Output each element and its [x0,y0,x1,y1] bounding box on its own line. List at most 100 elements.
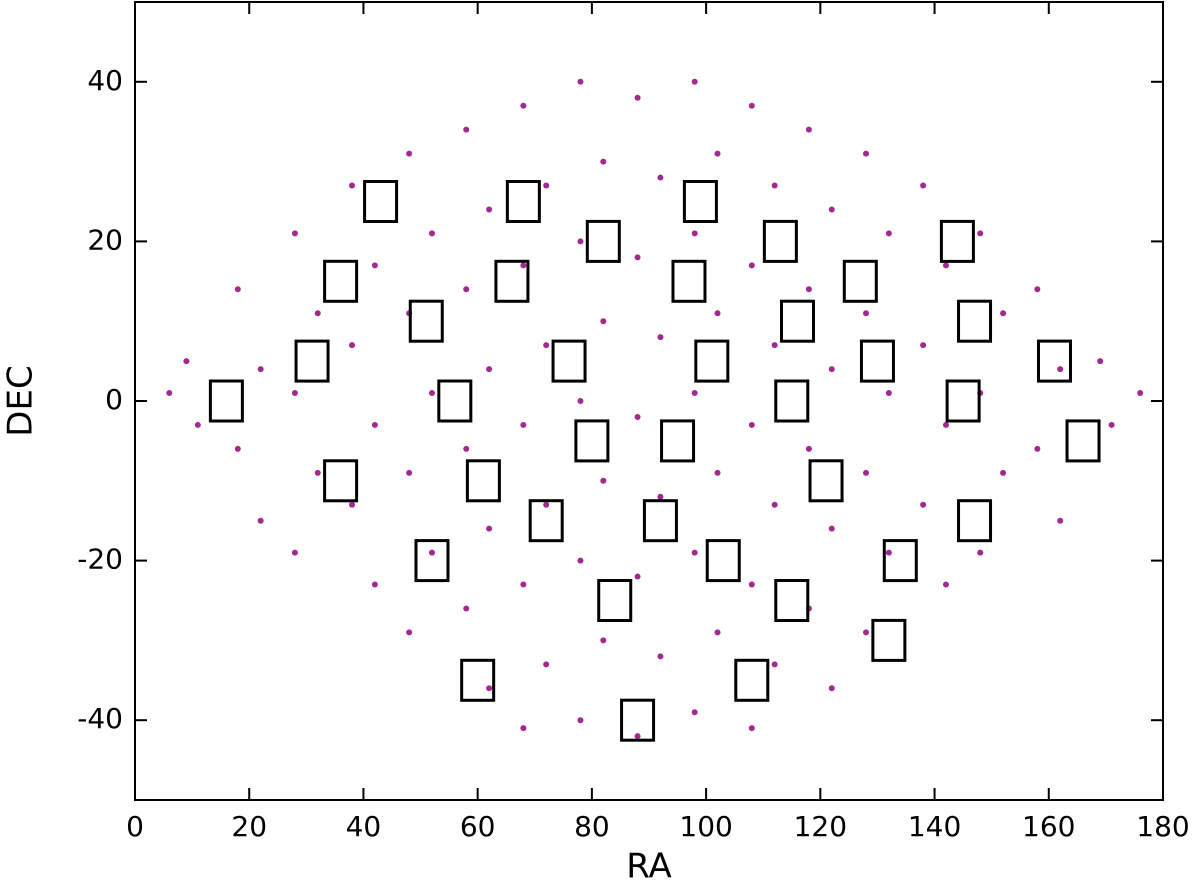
point [748,262,755,269]
point [543,501,550,508]
point [349,501,356,508]
x-tick-label: 0 [126,810,144,843]
field-box [1065,419,1101,463]
point [657,334,664,341]
point [463,445,470,452]
field-box [460,658,496,702]
point [634,573,641,580]
point [349,182,356,189]
point [406,150,413,157]
field-box [597,579,633,622]
field-box [939,219,975,263]
point [920,342,927,349]
field-box [574,419,610,463]
point [977,230,984,237]
field-box [808,459,844,503]
point [771,661,778,668]
x-tick-label: 180 [1136,810,1189,843]
point [885,230,892,237]
field-box [734,658,770,702]
point [314,469,321,476]
point [520,421,527,428]
point [634,94,641,101]
field-box [882,539,918,583]
point [486,685,493,692]
point [234,445,241,452]
field-box [694,339,730,383]
field-box [585,219,621,263]
point [920,501,927,508]
field-box [671,259,707,303]
point [371,581,378,588]
field-box [408,299,444,343]
field-box [682,180,718,223]
point [748,725,755,732]
point [748,102,755,109]
y-tick-label: -40 [77,702,123,735]
field-box [465,459,501,503]
point [291,549,298,556]
point [805,126,812,133]
point [577,78,584,85]
point [657,174,664,181]
point [406,629,413,636]
point [183,358,190,365]
field-box [494,259,530,303]
field-box [774,579,810,622]
point [257,366,264,373]
point [691,390,698,397]
point [1034,286,1041,293]
point [463,286,470,293]
point [885,549,892,556]
field-box [294,339,330,383]
field-box [774,379,810,423]
x-tick-label: 60 [460,810,496,843]
point [463,605,470,612]
x-tick-label: 160 [1022,810,1075,843]
x-tick-label: 140 [908,810,961,843]
point [691,230,698,237]
point [714,469,721,476]
point [291,230,298,237]
y-axis-title: DEC [1,365,41,436]
field-box [505,180,541,223]
point [194,421,201,428]
point [543,342,550,349]
point [463,126,470,133]
point [1057,517,1064,524]
point [634,733,641,740]
point [1057,366,1064,373]
point [942,262,949,269]
point [942,581,949,588]
point [714,310,721,317]
point [371,262,378,269]
field-box [437,379,473,423]
x-tick-label: 20 [231,810,267,843]
point [1000,310,1007,317]
point [634,254,641,261]
field-box [762,219,798,263]
y-tick-label: -20 [77,543,123,576]
point [486,525,493,532]
point [1097,358,1104,365]
point [406,469,413,476]
point [977,549,984,556]
point [805,445,812,452]
field-box [705,539,741,583]
x-axis-title: RA [626,847,672,887]
point [234,286,241,293]
point [349,342,356,349]
point [486,366,493,373]
field-box [363,180,399,223]
point [428,390,435,397]
point [1108,421,1115,428]
point [600,158,607,165]
point [486,206,493,213]
point [257,517,264,524]
point [428,230,435,237]
field-box [779,299,815,343]
point [714,629,721,636]
point [520,262,527,269]
